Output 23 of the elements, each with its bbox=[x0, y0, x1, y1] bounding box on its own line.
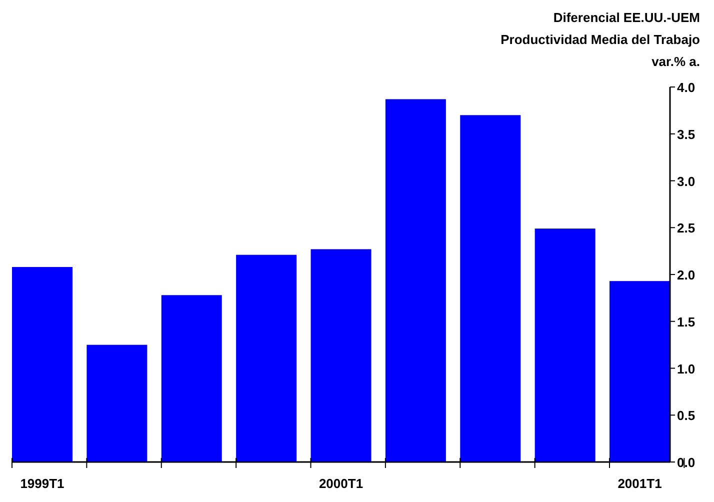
y-tick-label: 0.5 bbox=[677, 408, 696, 424]
y-axis-title: var.% a. bbox=[652, 54, 700, 69]
y-tick-label: 2.0 bbox=[677, 268, 696, 282]
bar bbox=[161, 295, 222, 462]
bar bbox=[86, 344, 148, 462]
y-tick-label: 2.5 bbox=[677, 220, 696, 236]
bar bbox=[236, 254, 297, 462]
chart-subtitle: Productividad Media del Trabajo bbox=[500, 32, 700, 47]
y-tick-label: 1.5 bbox=[677, 314, 696, 330]
bar bbox=[534, 228, 596, 462]
bar bbox=[12, 267, 72, 462]
bar bbox=[385, 99, 446, 462]
x-tick-label: 2001T1 bbox=[618, 476, 662, 491]
bar bbox=[460, 115, 521, 462]
x-tick-label: 2000T1 bbox=[318, 476, 364, 491]
y-tick-label: 1.0 bbox=[677, 361, 696, 376]
y-tick-label: 3.5 bbox=[677, 126, 696, 142]
y-tick-label: 3.0 bbox=[677, 174, 696, 189]
bar bbox=[310, 249, 372, 462]
y-tick-label: 4.0 bbox=[677, 80, 696, 95]
chart-title: Diferencial EE.UU.-UEM bbox=[553, 10, 700, 25]
bar bbox=[610, 281, 670, 462]
x-tick-label: 1999T1 bbox=[20, 476, 64, 491]
